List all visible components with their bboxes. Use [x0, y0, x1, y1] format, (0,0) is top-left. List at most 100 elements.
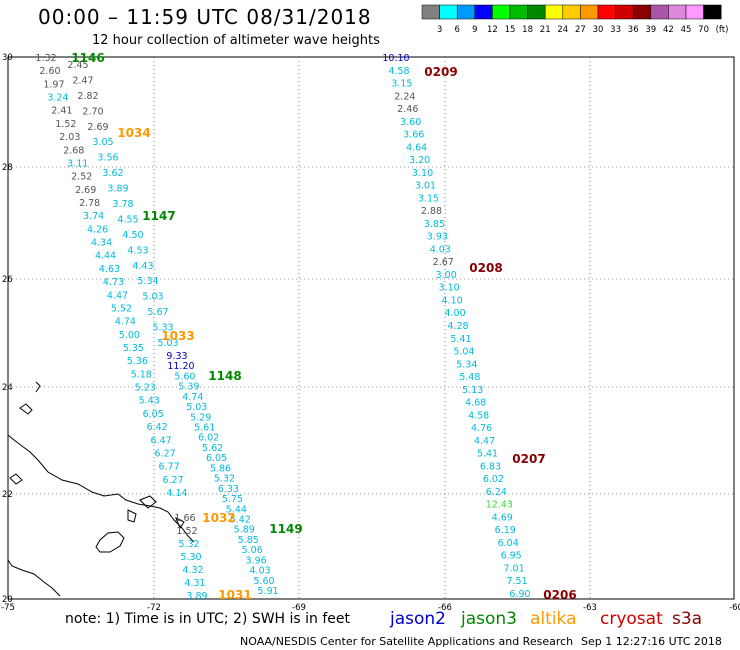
- latitude-tick-label: 24: [2, 383, 13, 393]
- coastline: [9, 473, 23, 485]
- swh-value-east: 4.69: [492, 512, 513, 523]
- swh-value-east: 3.20: [409, 155, 430, 166]
- swh-value-west-a: 2.41: [51, 106, 72, 117]
- swh-value-west-a: 4.63: [99, 264, 120, 275]
- swh-value-west-a2: 4.50: [122, 230, 143, 241]
- swh-value-west-a2: 3.89: [107, 184, 128, 195]
- swh-value-west-mid: 5.03: [186, 402, 207, 413]
- swh-value-east: 6.19: [495, 525, 516, 536]
- coastline: [7, 559, 61, 597]
- swh-value-east: 3.10: [412, 168, 433, 179]
- legend-tick-label: 33: [610, 25, 621, 35]
- coastline: [175, 516, 185, 530]
- coastline: [19, 403, 33, 415]
- swh-value-west-mid: 5.29: [190, 412, 211, 423]
- swh-value-east: 7.51: [506, 576, 527, 587]
- pass-number-label: 0207: [512, 452, 545, 466]
- swh-value-west-a2: 2.70: [82, 106, 103, 117]
- pass-number-label: 0208: [469, 261, 502, 275]
- pass-number-label: 1032: [202, 511, 235, 525]
- swh-value-west-a: 2.69: [75, 185, 96, 196]
- legend-tick-label: 9: [472, 25, 477, 35]
- swh-value-east: 4.10: [442, 295, 463, 306]
- swh-value-west-a: 4.73: [103, 277, 124, 288]
- swh-value-east: 4.76: [471, 423, 492, 434]
- swh-value-east: 4.58: [468, 410, 489, 421]
- pass-number-label: 1146: [71, 51, 104, 65]
- swh-value-east: 4.58: [388, 66, 409, 77]
- latitude-tick-label: 28: [2, 163, 13, 173]
- swh-value-west-a: 4.26: [87, 224, 108, 235]
- swh-value-east: 3.15: [418, 193, 439, 204]
- pass-number-label: 1034: [117, 126, 150, 140]
- latitude-tick-label: 30: [2, 53, 13, 63]
- swh-value-west-mid: 5.75: [222, 494, 243, 505]
- swh-value-east: 3.93: [427, 232, 448, 243]
- swh-value-west-a2: 2.69: [87, 122, 108, 133]
- swh-value-east: 3.00: [436, 270, 457, 281]
- swh-value-west-a: 3.74: [83, 211, 104, 222]
- swh-value-west-mid: 5.91: [257, 586, 278, 597]
- swh-value-west-mid: 6.33: [218, 484, 239, 495]
- swh-value-east: 5.48: [459, 372, 480, 383]
- swh-value-west-a2: 3.05: [92, 137, 113, 148]
- swh-value-east: 7.01: [504, 563, 525, 574]
- swh-value-east: 5.04: [453, 347, 474, 358]
- legend-tick-label: 36: [628, 25, 639, 35]
- swh-value-east: 6.24: [486, 487, 507, 498]
- swh-value-west-a: 1.97: [43, 79, 64, 90]
- swh-value-east: 2.24: [394, 91, 415, 102]
- swh-value-east: 3.66: [403, 130, 424, 141]
- coastline: [35, 381, 41, 393]
- swh-value-east: 4.00: [444, 308, 465, 319]
- swh-value-west-mid: 4.03: [250, 566, 271, 577]
- swh-value-east: 12.43: [486, 500, 513, 511]
- swh-value-east: 3.15: [391, 79, 412, 90]
- swh-value-west-a: 6.27: [155, 448, 176, 459]
- swh-value-east: 5.13: [462, 385, 483, 396]
- swh-value-west-mid: 5.89: [234, 525, 255, 536]
- swh-value-west-a: 5.36: [127, 356, 148, 367]
- swh-value-west-a: 6.27: [162, 475, 183, 486]
- legend-tick-label: 30: [593, 25, 604, 35]
- swh-value-east: 4.03: [430, 244, 451, 255]
- swh-value-west-a: 6.77: [158, 462, 179, 473]
- swh-value-west-mid: 5.85: [238, 535, 259, 546]
- swh-value-west-a: 4.34: [91, 238, 112, 249]
- legend-tick-label: 15: [505, 25, 516, 35]
- pass-number-label: 1033: [161, 329, 194, 343]
- swh-value-west-a2: 3.78: [112, 199, 133, 210]
- longitude-tick-label: -72: [147, 603, 161, 613]
- coastline: [139, 495, 157, 509]
- swh-value-west-a2: 5.03: [157, 338, 178, 349]
- swh-value-west-mid: 5.39: [178, 382, 199, 393]
- longitude-tick-label: -60: [729, 603, 740, 613]
- swh-value-west-a2: 2.82: [77, 91, 98, 102]
- swh-value-west-a2: 3.56: [97, 153, 118, 164]
- swh-value-west-a: 6.42: [147, 422, 168, 433]
- swh-value-west-a: 5.52: [111, 303, 132, 314]
- legend-tick-label: 6: [454, 25, 459, 35]
- legend-swatch: [703, 4, 722, 20]
- swh-value-west-a: 2.03: [59, 132, 80, 143]
- swh-value-east: 3.10: [439, 283, 460, 294]
- pass-number-label: 1147: [142, 209, 175, 223]
- swh-value-east: 5.41: [450, 334, 471, 345]
- swh-value-east: 6.83: [480, 461, 501, 472]
- swh-value-west-a2: 2.45: [67, 60, 88, 71]
- swh-value-east: 6.90: [509, 589, 530, 600]
- swh-value-west-a: 1.32: [35, 53, 56, 64]
- swh-value-west-low: 5.30: [180, 552, 201, 563]
- swh-value-west-a2: 5.34: [137, 276, 158, 287]
- swh-value-east: 6.02: [483, 474, 504, 485]
- sat-s3a: s3a: [672, 609, 703, 629]
- sat-jason2: jason2: [390, 609, 446, 629]
- swh-value-west-a: 1.52: [55, 119, 76, 130]
- swh-value-west-a2: 4.43: [132, 261, 153, 272]
- swh-value-east: 4.68: [465, 398, 486, 409]
- swh-value-west-a: 5.35: [123, 343, 144, 354]
- swh-value-east: 2.46: [397, 104, 418, 115]
- swh-value-west-a2: 5.67: [147, 307, 168, 318]
- generated-timestamp: Sep 1 12:27:16 UTC 2018: [581, 635, 722, 648]
